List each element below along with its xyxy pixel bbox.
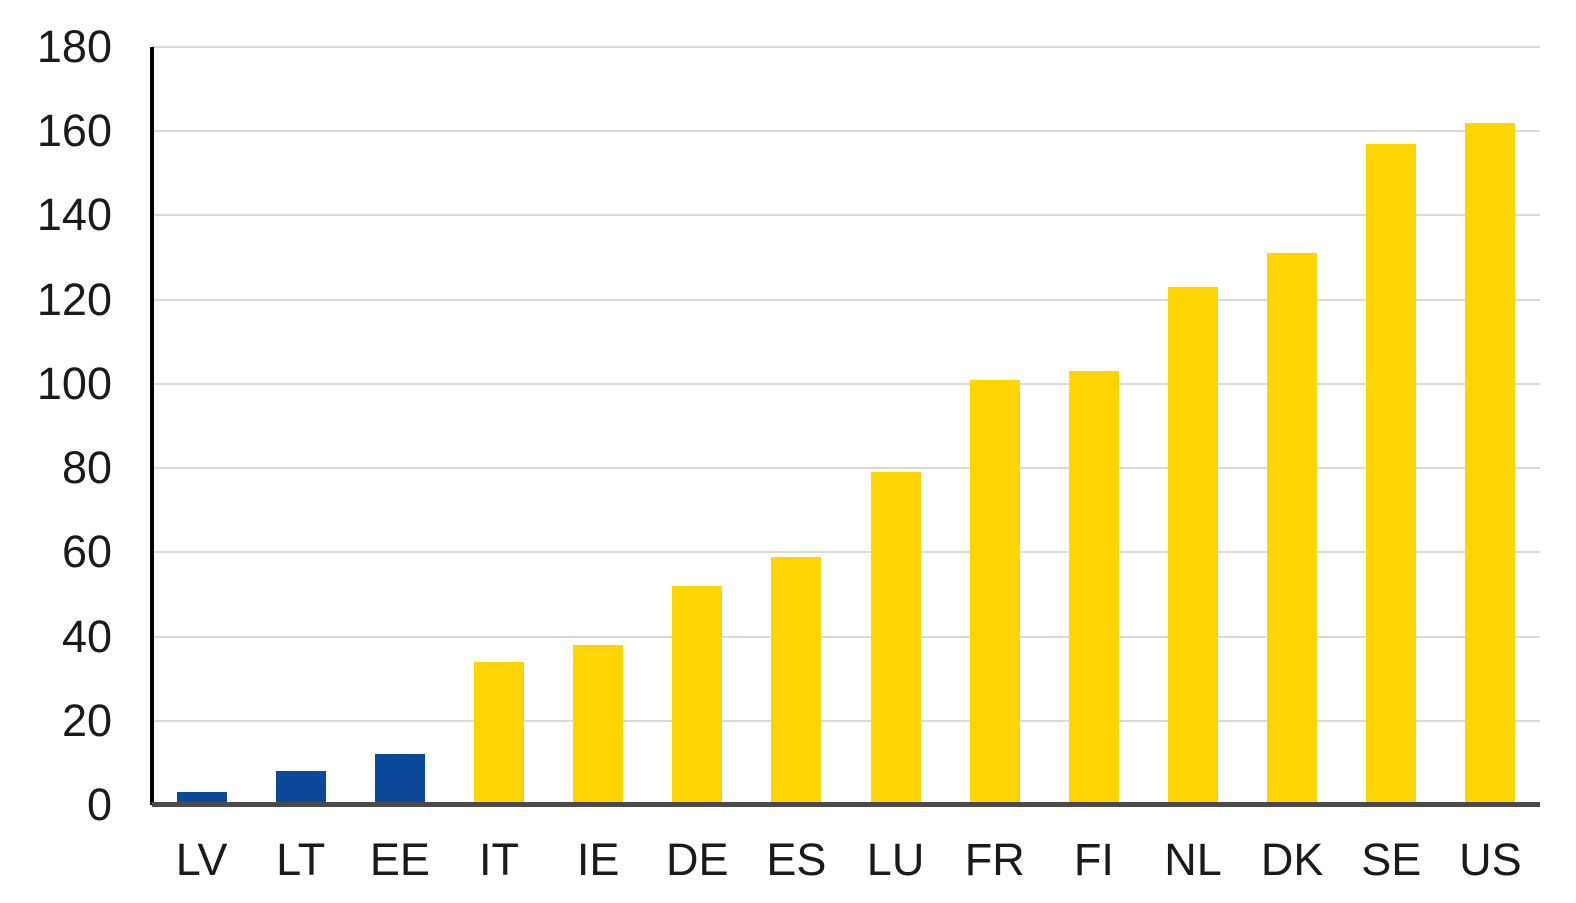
x-label-lu: LU	[866, 834, 925, 885]
x-label-lt: LT	[276, 834, 326, 885]
y-tick-label-180: 180	[36, 21, 112, 72]
x-label-nl: NL	[1164, 834, 1222, 885]
gridline-80	[152, 467, 1540, 470]
bar-fi	[1068, 371, 1119, 805]
gridline-180	[152, 46, 1540, 48]
gridline-140	[152, 214, 1540, 217]
y-tick-label-140: 140	[36, 189, 112, 241]
gridline-100	[152, 382, 1540, 385]
x-label-ee: EE	[369, 834, 430, 885]
y-tick-label-60: 60	[61, 526, 112, 578]
bar-lu	[870, 472, 921, 805]
x-label-de: DE	[666, 834, 729, 885]
x-axis-baseline	[152, 802, 1540, 807]
bar-se	[1366, 143, 1417, 805]
bar-ie	[573, 644, 624, 805]
y-tick-label-80: 80	[61, 442, 112, 494]
gridline-20	[152, 719, 1540, 722]
y-tick-label-100: 100	[36, 357, 112, 409]
y-tick-label-160: 160	[36, 105, 112, 157]
y-tick-label-40: 40	[61, 610, 112, 662]
bar-es	[771, 556, 822, 805]
bar-lt	[275, 771, 326, 805]
bar-dk	[1267, 253, 1318, 805]
x-label-us: US	[1459, 834, 1522, 885]
x-label-lv: LV	[175, 834, 228, 885]
y-axis-tick-labels: 0 20 40 60 80 100 120 140 160 180	[0, 0, 112, 903]
x-label-it: IT	[478, 834, 519, 885]
x-label-se: SE	[1361, 834, 1422, 885]
bar-ee	[374, 754, 425, 805]
bar-de	[672, 586, 723, 805]
y-tick-label-0: 0	[86, 779, 112, 830]
x-label-fr: FR	[964, 834, 1025, 885]
gridline-60	[152, 551, 1540, 554]
x-label-es: ES	[766, 834, 827, 885]
bar-nl	[1168, 287, 1218, 805]
x-label-ie: IE	[576, 834, 620, 885]
gridline-120	[152, 298, 1540, 301]
bar-it	[474, 661, 524, 805]
bar-lv	[176, 792, 227, 805]
y-axis-line	[150, 47, 154, 805]
gridline-40	[152, 635, 1540, 638]
x-label-fi: FI	[1073, 834, 1114, 885]
bar-fr	[969, 379, 1020, 805]
x-label-dk: DK	[1260, 834, 1324, 885]
bar-us	[1465, 122, 1516, 805]
x-axis-category-labels: LV LT EE IT IE DE ES LU FR FI NL DK SE US	[152, 828, 1540, 892]
y-tick-label-120: 120	[36, 273, 112, 325]
plot-area	[150, 46, 1540, 807]
gridline-160	[152, 130, 1540, 133]
y-tick-label-20: 20	[61, 694, 112, 746]
